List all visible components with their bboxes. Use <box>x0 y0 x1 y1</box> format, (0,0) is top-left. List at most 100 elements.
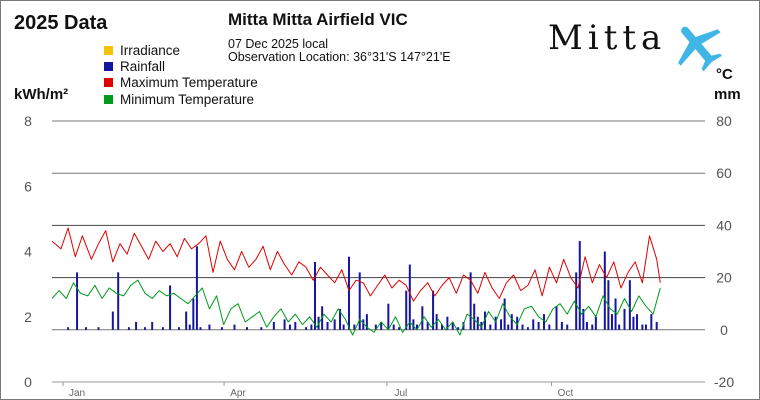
mitta-logo-text: Mitta <box>548 18 667 58</box>
rainfall-bar <box>641 324 644 330</box>
rainfall-bar <box>313 261 316 330</box>
rainfall-bar <box>260 327 263 330</box>
rainfall-bar <box>451 321 454 330</box>
rainfall-bar <box>614 298 617 330</box>
rainfall-bar <box>195 246 198 330</box>
airplane-icon <box>678 26 722 72</box>
rainfall-bar <box>526 327 529 330</box>
month-label: Jan <box>69 388 85 399</box>
rainfall-bar <box>246 327 249 330</box>
left-tick-label: 4 <box>24 244 32 260</box>
rainfall-bar <box>655 321 658 330</box>
rainfall-bar <box>333 319 336 330</box>
left-tick-label: 2 <box>24 309 32 325</box>
rainfall-bar <box>446 316 449 330</box>
rainfall-bar <box>374 324 377 330</box>
rainfall-bar <box>623 308 626 330</box>
rainfall-bar <box>537 321 540 330</box>
rainfall-bar <box>560 321 563 330</box>
rainfall-bar <box>192 298 195 330</box>
rainfall-bar <box>548 324 551 330</box>
rainfall-bar <box>220 327 223 330</box>
rainfall-bar <box>392 324 395 330</box>
rainfall-bar <box>117 272 120 330</box>
rainfall-bar <box>362 319 365 330</box>
rainfall-bar <box>542 314 545 330</box>
rainfall-bar <box>494 316 497 330</box>
rainfall-bar <box>169 285 172 330</box>
rainfall-bar <box>503 298 506 330</box>
chart-legend: Irradiance Rainfall Maximum Temperature … <box>104 42 258 107</box>
rainfall-bar <box>342 324 345 330</box>
observation-date: 07 Dec 2025 local <box>228 37 329 51</box>
rainfall-bar <box>644 324 647 330</box>
right-tick-label: 80 <box>716 113 732 129</box>
rainfall-bar <box>603 251 606 330</box>
legend-label-irradiance: Irradiance <box>120 42 181 58</box>
rainfall-bar <box>76 272 79 330</box>
rainfall-bar <box>432 290 435 330</box>
rainfall-bar <box>500 319 503 330</box>
rainfall-bar <box>208 324 211 330</box>
rainfall-bar <box>188 324 191 330</box>
rainfall-bar <box>582 308 585 330</box>
legend-label-min-temp: Minimum Temperature <box>120 91 255 107</box>
rainfall-bar <box>510 314 513 330</box>
month-label: Jul <box>394 388 407 399</box>
rainfall-bar <box>469 272 472 330</box>
rainfall-bar <box>97 327 100 330</box>
right-axis-unit-temperature: °C <box>716 66 733 83</box>
rainfall-bar <box>398 327 401 330</box>
rainfall-bar <box>441 324 444 330</box>
rainfall-bar <box>365 314 368 330</box>
rainfall-bar <box>594 316 597 330</box>
right-tick-label: 40 <box>716 217 732 233</box>
rainfall-bar <box>628 280 631 330</box>
rainfall-bar <box>339 308 342 330</box>
rainfall-bar <box>135 321 138 330</box>
legend-swatch-max-temp <box>104 78 113 88</box>
station-name: Mitta Mitta Airfield VIC <box>228 10 408 29</box>
legend-swatch-rainfall <box>104 61 113 71</box>
rainfall-bar <box>233 324 236 330</box>
year-title: 2025 Data <box>14 12 108 34</box>
rainfall-bar <box>305 327 308 330</box>
rainfall-bar <box>111 311 114 330</box>
legend-item-rainfall: Rainfall <box>104 58 258 74</box>
rainfall-bar <box>84 327 87 330</box>
left-axis-unit: kWh/m² <box>14 86 69 103</box>
rainfall-bar <box>610 314 613 330</box>
rainfall-bar <box>412 319 415 330</box>
rainfall-bar <box>415 324 418 330</box>
rainfall-bar <box>178 327 181 330</box>
rainfall-bar <box>516 316 519 330</box>
rainfall-bar <box>591 324 594 330</box>
rainfall-bar <box>405 290 408 330</box>
rainfall-bar <box>426 321 429 330</box>
rainfall-bar <box>555 306 558 330</box>
rainfall-bar <box>408 264 411 330</box>
right-tick-label: 60 <box>716 165 732 181</box>
right-tick-label: -20 <box>714 374 734 390</box>
rainfall-bar <box>144 327 147 330</box>
rainfall-bar <box>161 327 164 330</box>
rainfall-bar <box>288 324 291 330</box>
rainfall-bar <box>566 324 569 330</box>
legend-item-max-temp: Maximum Temperature <box>104 75 258 91</box>
legend-label-rainfall: Rainfall <box>120 58 166 74</box>
rainfall-bar <box>272 321 275 330</box>
rainfall-bar <box>380 321 383 330</box>
rainfall-bar <box>585 321 588 330</box>
rainfall-bar <box>618 324 621 330</box>
right-tick-label: 0 <box>720 322 728 338</box>
min-temperature-line <box>51 279 661 336</box>
left-tick-label: 0 <box>24 374 32 390</box>
rainfall-bar <box>294 321 297 330</box>
left-tick-label: 8 <box>24 113 32 129</box>
rainfall-bar <box>473 303 476 330</box>
rainfall-bar <box>650 314 653 330</box>
legend-label-max-temp: Maximum Temperature <box>120 75 258 91</box>
rainfall-bar <box>283 319 286 330</box>
rainfall-bar <box>636 314 639 330</box>
